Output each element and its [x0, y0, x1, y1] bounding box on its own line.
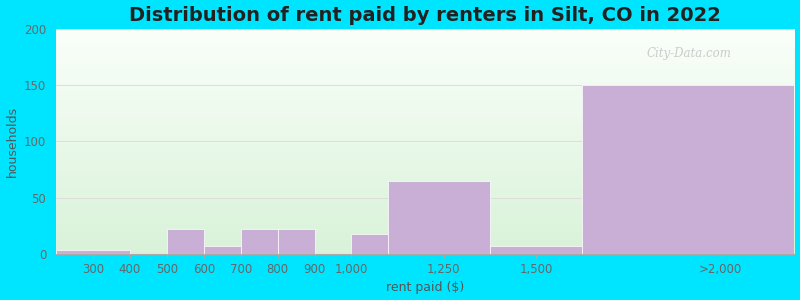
Bar	[351, 234, 388, 254]
Bar	[490, 246, 582, 254]
Bar	[241, 229, 278, 254]
Text: City-Data.com: City-Data.com	[646, 47, 732, 60]
Title: Distribution of rent paid by renters in Silt, CO in 2022: Distribution of rent paid by renters in …	[130, 6, 722, 25]
Bar	[278, 229, 314, 254]
Y-axis label: households: households	[6, 106, 18, 177]
X-axis label: rent paid ($): rent paid ($)	[386, 281, 464, 294]
Bar	[204, 246, 241, 254]
Bar	[56, 250, 130, 254]
Bar	[582, 85, 794, 254]
Bar	[167, 229, 204, 254]
Bar	[388, 181, 490, 254]
